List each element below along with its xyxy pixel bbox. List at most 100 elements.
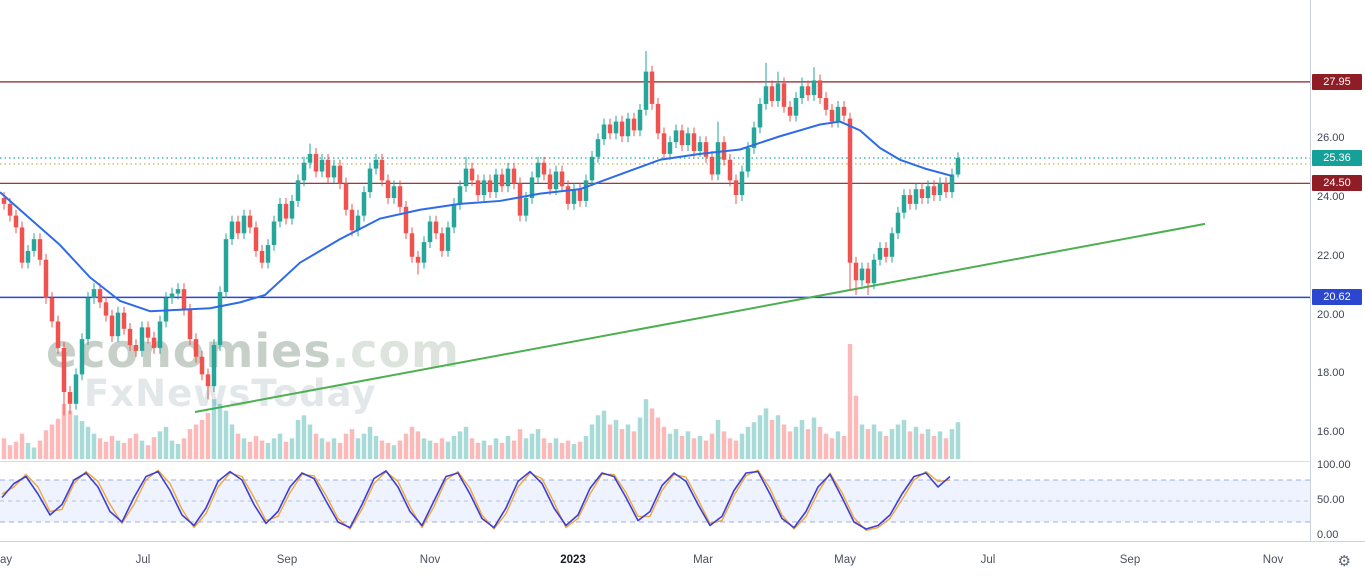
candle-body [55,321,61,348]
candle-body [715,142,721,175]
volume-bar [109,436,115,459]
candle-body [397,186,403,207]
candle-body [745,148,751,172]
candle-body [157,321,163,348]
volume-bar [943,438,949,459]
candle-body [79,339,85,375]
time-axis[interactable]: ⚙ ay Jul Sep Nov 2023 Mar May Jul Sep Nov [0,541,1365,578]
volume-bar [463,426,469,459]
candle-body [547,174,553,190]
watermark-subtitle: FxNewsToday [84,372,377,415]
candle-body [889,233,895,257]
volume-bar [295,419,301,459]
candle-body [295,180,301,201]
price-tick-label: 20.00 [1317,308,1345,321]
price-tick-label: 18.00 [1317,367,1345,380]
candle-body [271,221,277,246]
candle-body [859,268,865,281]
trendline [194,222,1206,414]
volume-bar [739,433,745,459]
candle-body [895,212,901,234]
volume-bar [259,440,265,459]
volume-bar [583,436,589,459]
price-scale[interactable]: 26.00 24.00 22.00 20.00 18.00 16.00 100.00 50.0… [1310,0,1365,541]
candle-body [841,106,847,116]
volume-bar [253,436,259,459]
volume-bar [703,440,709,459]
candle-body [19,227,25,263]
volume-bar [859,424,865,459]
volume-bar [931,436,937,459]
candle-body [61,347,67,393]
volume-bar [265,442,271,459]
volume-bar [25,442,31,459]
volume-bar [823,433,829,459]
price-badge: 20.62 [1312,289,1362,306]
candle-body [313,153,319,172]
volume-bar [43,430,49,459]
volume-bar [601,410,607,459]
candle-body [799,86,805,99]
volume-bar [505,436,511,459]
volume-bar [529,433,535,459]
candle-body [481,180,487,196]
volume-bar [187,429,193,459]
volume-bar [451,436,457,459]
volume-bar [589,424,595,459]
candle-body [919,189,925,198]
candle-body [775,83,781,101]
volume-bar [949,429,955,459]
candle-body [385,180,391,198]
candle-body [151,337,157,348]
horizontal-price-lines [0,81,1310,299]
oscillator-tick-label: 100.00 [1317,459,1351,471]
volume-bar [205,413,211,459]
volume-bar [841,436,847,459]
price-badge: 25.36 [1312,150,1362,167]
volume-bar [667,433,673,459]
candle-body [391,186,397,198]
volume-bar [775,415,781,459]
volume-bar [649,408,655,459]
candle-body [229,221,235,240]
candle-body [319,159,325,172]
volume-bar [655,417,661,459]
volume-bar [871,424,877,459]
volume-bar [325,441,331,459]
candle-body [49,297,55,322]
candle-body [523,198,529,216]
volume-bar [955,422,961,459]
volume-bar [751,422,757,459]
volume-bar [145,445,151,459]
volume-bar [337,442,343,459]
volume-bar [439,438,445,459]
candle-body [1,198,7,204]
volume-bar [535,429,541,459]
volume-bar [757,415,763,459]
volume-bar [199,419,205,459]
candle-body [253,227,259,251]
settings-gear-icon[interactable]: ⚙ [1337,553,1351,570]
candle-body [649,71,655,104]
volume-bar [457,431,463,459]
time-axis-label: Nov [1262,554,1284,566]
time-axis-label: 2023 [560,554,586,566]
watermark-domain-suffix: .com [331,324,460,378]
candle-body [535,162,541,178]
candle-body [73,374,79,404]
candle-body [769,86,775,101]
volume-bar [691,438,697,459]
candle-body [865,268,871,284]
volume-bar [481,440,487,459]
volume-bar [475,442,481,459]
candle-body [109,315,115,337]
candle-body [835,106,841,122]
volume-bar [661,426,667,459]
candle-body [445,227,451,251]
moving-average-line [0,120,953,313]
candle-body [613,121,619,134]
candle-body [943,183,949,193]
time-axis-label: Mar [693,554,713,566]
